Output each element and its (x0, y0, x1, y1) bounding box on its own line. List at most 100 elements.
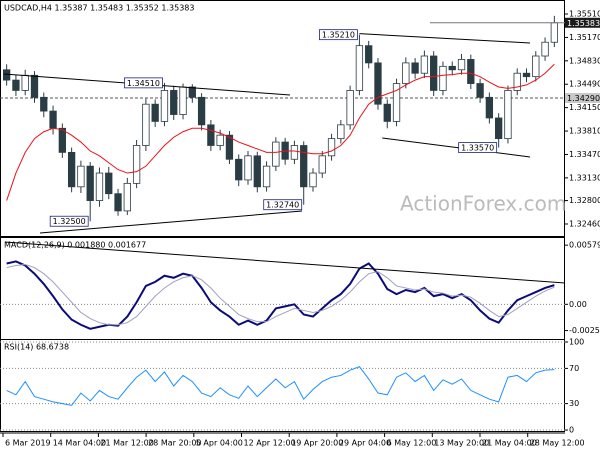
x-tick-label: 6 May 12:00 (387, 439, 437, 448)
x-tick-label: 14 Mar 04:00 (53, 439, 106, 448)
x-tick-label: 28 Mar 20:00 (148, 439, 201, 448)
candle-body (2, 69, 11, 81)
candle-body (244, 155, 252, 181)
candle-body (374, 62, 382, 105)
candle-body (522, 72, 531, 78)
candle-body (420, 55, 429, 74)
candle-body (504, 90, 512, 140)
candle-body (309, 172, 317, 188)
x-tick-label: 6 Mar 2019 (5, 439, 51, 448)
price-label-box (458, 142, 498, 153)
candle-body (439, 65, 447, 91)
y-tick-label: 0 (569, 426, 574, 435)
y-tick-label: 1.34830 (569, 56, 600, 65)
candle-body (383, 103, 391, 122)
candle-body (123, 182, 131, 212)
y-tick-label: 0.005793 (569, 241, 600, 250)
y-tick-label: 0.00 (569, 300, 587, 309)
candle-body (485, 96, 494, 119)
y-tick-label: 1.33130 (569, 173, 600, 182)
watermark: ActionForex.com (400, 192, 566, 216)
candle-body (327, 138, 336, 157)
candle-body (337, 124, 345, 140)
candle-body (467, 59, 475, 84)
candle-body (495, 117, 503, 140)
candle-body (225, 134, 234, 160)
candle-body (262, 165, 271, 188)
y-tick-label: 1.32800 (569, 196, 600, 205)
candle-body (170, 90, 178, 115)
candle-body (392, 83, 401, 122)
level-label: 1.34290 (567, 94, 600, 103)
price-label: 1.32500 (53, 217, 86, 226)
candle-body (216, 134, 224, 146)
moving-average (6, 63, 555, 201)
current-price-label: 1.35383 (567, 19, 600, 28)
candle-body (142, 103, 150, 146)
y-tick-label: 100 (569, 338, 584, 347)
candle-body (550, 22, 559, 43)
candle-body (40, 96, 48, 112)
candle-body (49, 110, 57, 129)
candle-body (532, 55, 540, 78)
candle-body (318, 155, 326, 174)
panel-frame (0, 0, 565, 237)
panel-title: MACD(12,26,9) 0.001880 0.001677 (4, 241, 146, 250)
candle-body (272, 141, 280, 167)
candle-body (346, 90, 354, 126)
y-tick-label: 1.34490 (569, 80, 600, 89)
candle-body (132, 145, 141, 184)
candle-body (21, 74, 29, 91)
trend-line (359, 33, 531, 44)
x-tick-label: 12 Apr 12:00 (244, 439, 296, 448)
y-tick-label: 1.33810 (569, 127, 600, 136)
price-label-box (263, 199, 303, 211)
price-label-box (124, 77, 163, 89)
trend-line (39, 210, 303, 234)
y-tick-label: 1.33470 (569, 150, 600, 159)
panel-title: USDCAD,H4 1.35387 1.35483 1.35352 1.3538… (4, 4, 194, 13)
candle-body (12, 79, 20, 91)
y-tick-label: 1.32460 (569, 219, 600, 228)
candle-body (188, 86, 196, 98)
x-tick-label: 5 Apr 04:00 (196, 439, 243, 448)
candle-body (67, 151, 76, 188)
current-price-box (565, 17, 600, 28)
x-tick-label: 21 May 04:00 (482, 439, 537, 448)
candle-body (179, 86, 187, 115)
candle-body (105, 172, 113, 195)
trend-line (382, 137, 531, 158)
y-tick-label: 1.35510 (569, 10, 600, 19)
candle-body (411, 62, 419, 74)
candle-body (457, 59, 466, 71)
price-label: 1.32740 (266, 201, 299, 210)
candle-body (355, 45, 364, 91)
price-label-box (319, 29, 358, 41)
price-label-box (49, 215, 89, 227)
candle-body (365, 45, 373, 64)
candle-body (290, 145, 299, 160)
candle-body (207, 124, 215, 146)
candle-body (300, 145, 308, 188)
indicator-line (6, 263, 555, 326)
y-tick-label: 1.34150 (569, 103, 600, 112)
candle-body (151, 103, 159, 122)
price-label: 1.35210 (322, 31, 355, 40)
y-tick-label: 30 (569, 399, 579, 408)
candle-body (30, 74, 39, 98)
candle-body (86, 165, 94, 201)
candle-body (513, 72, 521, 91)
price-label: 1.34510 (127, 79, 160, 88)
candle-body (58, 127, 66, 153)
x-tick-label: 29 Apr 04:00 (339, 439, 391, 448)
candle-body (430, 55, 438, 91)
candle-body (253, 155, 261, 188)
y-tick-label: -0.002573 (569, 326, 600, 335)
candle-body (114, 193, 122, 212)
level-box (565, 93, 600, 104)
candle-body (448, 65, 456, 71)
y-tick-label: 1.35170 (569, 33, 600, 42)
price-label: 1.33570 (461, 144, 494, 153)
